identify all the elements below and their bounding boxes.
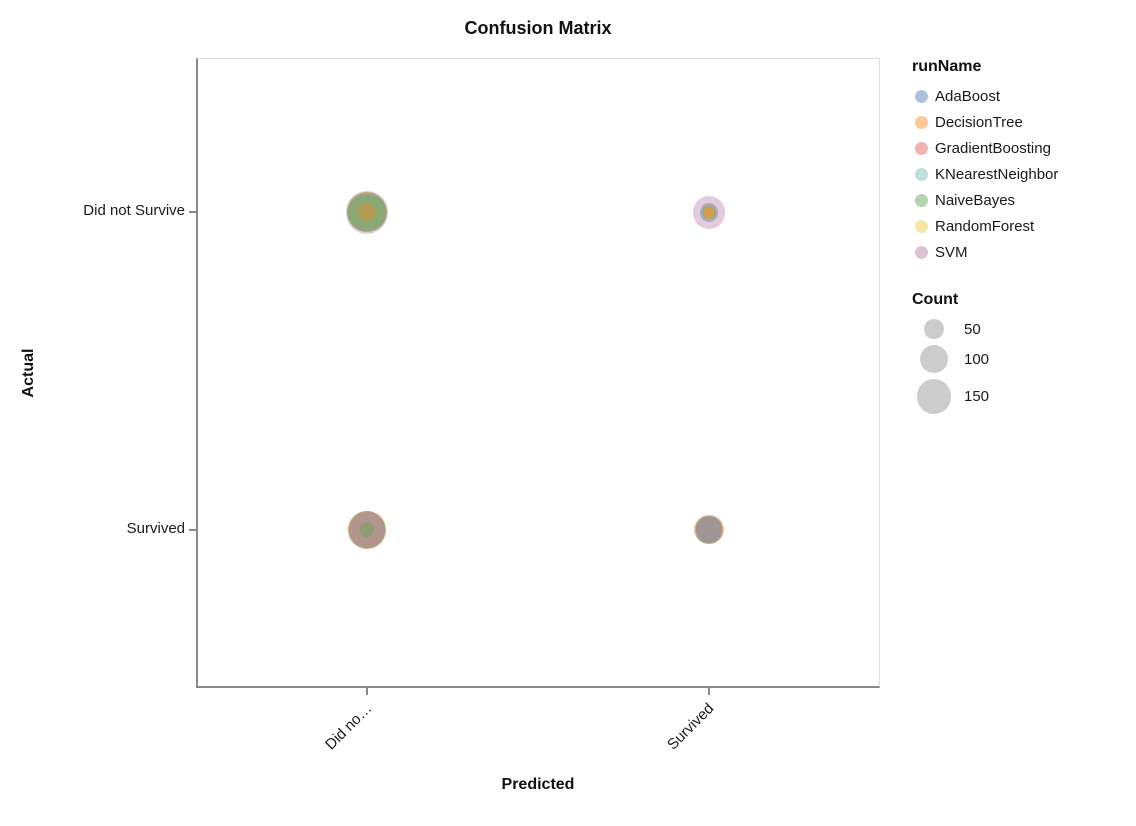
legend-color-entry: GradientBoosting bbox=[912, 135, 1132, 161]
legend-size-entry: 100 bbox=[912, 342, 1132, 376]
confusion-bubble[interactable] bbox=[695, 516, 723, 544]
legend-color-swatch bbox=[915, 141, 928, 155]
confusion-bubble[interactable] bbox=[695, 516, 723, 544]
legend-size-label: 50 bbox=[964, 320, 981, 338]
legend: runName AdaBoost DecisionTree GradientBoos… bbox=[912, 58, 1132, 417]
confusion-bubble[interactable] bbox=[345, 190, 389, 234]
confusion-bubble[interactable] bbox=[348, 511, 386, 549]
y-axis-title: Actual bbox=[20, 348, 37, 398]
confusion-bubble[interactable] bbox=[694, 515, 724, 545]
confusion-bubble[interactable] bbox=[702, 206, 716, 219]
confusion-bubble[interactable] bbox=[349, 511, 385, 548]
legend-color-swatch bbox=[915, 219, 928, 233]
confusion-bubble[interactable] bbox=[348, 511, 386, 549]
legend-color-entry: KNearestNeighbor bbox=[912, 161, 1132, 187]
confusion-bubble[interactable] bbox=[695, 516, 723, 544]
confusion-bubble[interactable] bbox=[346, 192, 387, 233]
x-tick-label: Did no… bbox=[321, 700, 376, 754]
confusion-bubble[interactable] bbox=[692, 195, 726, 229]
confusion-bubble[interactable] bbox=[348, 510, 386, 549]
y-axis-tick bbox=[189, 528, 196, 531]
legend-size-circle-box bbox=[912, 379, 956, 414]
legend-color-label: AdaBoost bbox=[935, 87, 1001, 105]
confusion-bubble[interactable] bbox=[695, 516, 723, 544]
confusion-bubble[interactable] bbox=[702, 205, 716, 219]
confusion-bubble[interactable] bbox=[347, 510, 387, 550]
legend-color-label: SVM bbox=[935, 243, 968, 261]
size-legend-title: Count bbox=[912, 291, 959, 308]
size-legend-rows: 50 100 150 bbox=[912, 316, 1132, 417]
confusion-bubble[interactable] bbox=[359, 522, 375, 538]
confusion-bubble[interactable] bbox=[346, 192, 387, 233]
confusion-bubble[interactable] bbox=[348, 193, 386, 232]
confusion-bubble[interactable] bbox=[695, 516, 723, 544]
x-axis-tick bbox=[708, 688, 710, 695]
confusion-bubble[interactable] bbox=[702, 206, 716, 219]
y-axis-tick bbox=[189, 211, 196, 214]
legend-color-label: GradientBoosting bbox=[935, 139, 1051, 157]
legend-color-swatch bbox=[915, 89, 928, 103]
plot-area bbox=[196, 58, 880, 688]
chart-title: Confusion Matrix bbox=[464, 18, 612, 38]
color-legend-rows: AdaBoost DecisionTree GradientBoosting KNea… bbox=[912, 83, 1132, 265]
legend-color-label: DecisionTree bbox=[935, 113, 1023, 131]
legend-size-entry: 150 bbox=[912, 376, 1132, 417]
confusion-bubble[interactable] bbox=[702, 206, 716, 219]
legend-color-entry: RandomForest bbox=[912, 213, 1132, 239]
legend-color-swatch bbox=[915, 245, 928, 259]
legend-size-circle bbox=[916, 379, 952, 414]
legend-color-entry: AdaBoost bbox=[912, 83, 1132, 109]
x-axis-title: Predicted bbox=[501, 776, 575, 793]
confusion-bubble[interactable] bbox=[695, 516, 723, 544]
legend-color-swatch bbox=[915, 167, 928, 181]
legend-color-entry: SVM bbox=[912, 239, 1132, 265]
confusion-bubble[interactable] bbox=[348, 511, 386, 549]
legend-size-label: 100 bbox=[964, 350, 990, 368]
y-tick-label: Survived bbox=[126, 519, 185, 537]
legend-color-swatch bbox=[915, 193, 928, 207]
legend-color-label: RandomForest bbox=[935, 217, 1035, 235]
legend-size-circle-box bbox=[912, 345, 956, 374]
x-tick-label: Survived bbox=[663, 700, 718, 754]
legend-size-circle bbox=[924, 319, 944, 339]
confusion-bubble[interactable] bbox=[347, 192, 387, 233]
legend-size-circle-box bbox=[912, 319, 956, 339]
confusion-bubble[interactable] bbox=[358, 203, 376, 222]
legend-size-circle bbox=[919, 345, 949, 374]
legend-color-entry: NaiveBayes bbox=[912, 187, 1132, 213]
x-axis-tick bbox=[366, 688, 368, 695]
y-tick-label: Did not Survive bbox=[83, 202, 185, 220]
legend-color-swatch bbox=[915, 115, 928, 129]
legend-size-label: 150 bbox=[964, 388, 990, 406]
legend-color-entry: DecisionTree bbox=[912, 109, 1132, 135]
confusion-bubble[interactable] bbox=[346, 192, 387, 233]
confusion-bubble[interactable] bbox=[699, 202, 719, 222]
confusion-bubble[interactable] bbox=[701, 205, 717, 220]
legend-color-label: KNearestNeighbor bbox=[935, 165, 1059, 183]
legend-color-label: NaiveBayes bbox=[935, 191, 1016, 209]
color-legend-title: runName bbox=[912, 58, 982, 75]
legend-size-entry: 50 bbox=[912, 316, 1132, 342]
